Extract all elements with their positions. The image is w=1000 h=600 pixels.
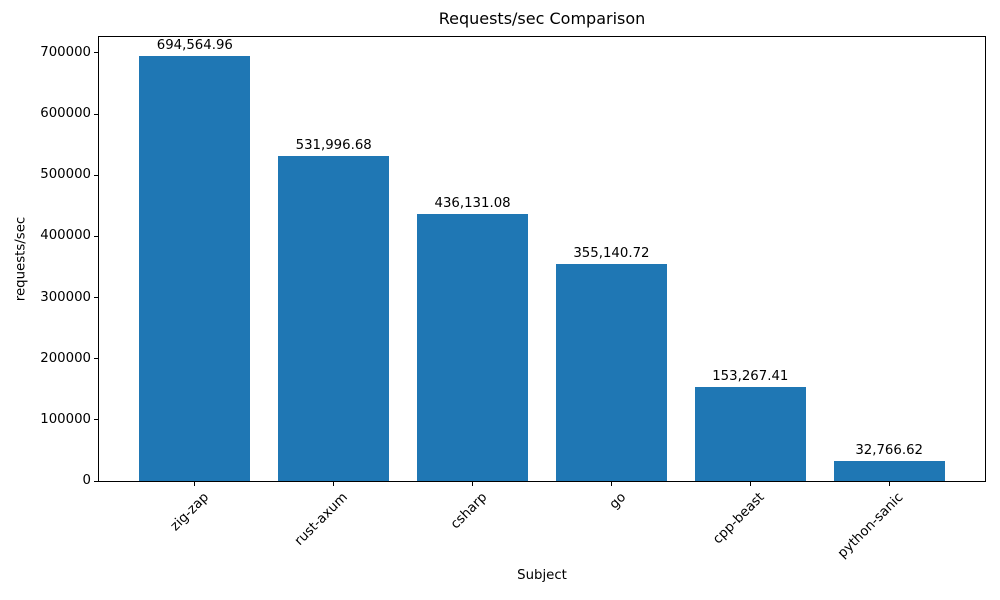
x-tick-label: zig-zap (168, 490, 213, 535)
x-tick-mark (333, 482, 335, 486)
y-tick-mark (94, 174, 98, 176)
x-tick-label: rust-axum (292, 490, 352, 549)
bar-csharp (417, 214, 529, 481)
y-tick-label: 0 (82, 473, 91, 488)
y-axis-label: requests/sec (13, 216, 29, 302)
x-tick-mark (472, 482, 474, 486)
y-tick-mark (94, 419, 98, 421)
bar-zig-zap (139, 56, 251, 481)
x-tick-label: go (606, 490, 630, 513)
y-tick-label: 700000 (40, 44, 91, 60)
y-tick-label: 400000 (40, 228, 91, 244)
y-tick-label: 500000 (40, 167, 91, 183)
y-tick-label: 100000 (40, 411, 91, 427)
y-tick-mark (94, 52, 98, 54)
bar-value-label: 531,996.68 (295, 137, 372, 153)
y-tick-label: 200000 (40, 350, 91, 366)
x-tick-mark (194, 482, 196, 486)
x-axis-label: Subject (517, 568, 567, 583)
chart-title: Requests/sec Comparison (438, 9, 646, 28)
y-tick-mark (94, 358, 98, 360)
bar-value-label: 32,766.62 (855, 442, 924, 458)
x-tick-label: csharp (447, 490, 491, 533)
x-tick-label: cpp-beast (710, 490, 768, 548)
y-tick-mark (94, 297, 98, 299)
x-tick-mark (610, 482, 612, 486)
bar-value-label: 436,131.08 (434, 196, 511, 212)
y-tick-mark (94, 480, 98, 482)
bar-value-label: 153,267.41 (712, 369, 789, 385)
x-tick-label: python-sanic (835, 490, 907, 562)
bar-go (555, 263, 667, 481)
y-tick-label: 300000 (40, 289, 91, 305)
bar-value-label: 694,564.96 (156, 38, 233, 54)
bar-rust-axum (278, 155, 390, 481)
x-tick-mark (888, 482, 890, 486)
bar-cpp-beast (694, 387, 806, 481)
bar-value-label: 355,140.72 (573, 245, 650, 261)
x-tick-mark (749, 482, 751, 486)
y-tick-label: 600000 (40, 106, 91, 122)
plot-area (98, 36, 986, 482)
bar-python-sanic (833, 460, 945, 481)
y-tick-mark (94, 113, 98, 115)
y-tick-mark (94, 235, 98, 237)
